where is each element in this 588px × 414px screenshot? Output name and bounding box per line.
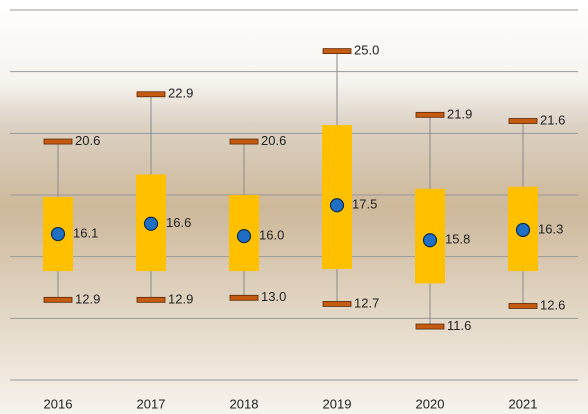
mean-dot bbox=[145, 217, 158, 230]
min-label: 11.6 bbox=[447, 318, 471, 333]
min-cap bbox=[137, 297, 165, 302]
max-label: 25.0 bbox=[354, 43, 379, 58]
mean-dot bbox=[52, 228, 65, 241]
min-cap bbox=[323, 301, 351, 306]
x-tick-label: 2019 bbox=[323, 396, 352, 411]
min-label: 12.9 bbox=[75, 291, 100, 306]
min-cap bbox=[416, 324, 444, 329]
mean-label: 15.8 bbox=[445, 232, 470, 247]
x-tick-label: 2018 bbox=[230, 396, 259, 411]
x-tick-label: 2016 bbox=[44, 396, 73, 411]
mean-label: 16.6 bbox=[166, 215, 191, 230]
max-label: 22.9 bbox=[168, 86, 193, 101]
max-cap bbox=[230, 139, 258, 144]
min-label: 12.7 bbox=[354, 295, 379, 310]
min-cap bbox=[509, 304, 537, 309]
max-label: 20.6 bbox=[261, 133, 286, 148]
background bbox=[0, 0, 588, 414]
x-tick-label: 2021 bbox=[509, 396, 538, 411]
max-label: 21.9 bbox=[447, 106, 472, 121]
max-cap bbox=[137, 92, 165, 97]
mean-label: 16.0 bbox=[259, 228, 284, 243]
mean-label: 16.1 bbox=[73, 225, 98, 240]
chart: 2016 20.6 12.9 16.1 2017 22.9 12.9 16.6 2018 20.6… bbox=[0, 0, 588, 414]
mean-label: 16.3 bbox=[538, 221, 563, 236]
min-label: 13.0 bbox=[261, 289, 286, 304]
min-label: 12.9 bbox=[168, 291, 193, 306]
mean-dot bbox=[331, 199, 344, 212]
max-label: 20.6 bbox=[75, 133, 100, 148]
x-tick-label: 2020 bbox=[416, 396, 445, 411]
min-cap bbox=[230, 295, 258, 300]
max-cap bbox=[323, 49, 351, 54]
max-cap bbox=[416, 112, 444, 117]
max-cap bbox=[44, 139, 72, 144]
max-label: 21.6 bbox=[540, 112, 565, 127]
box bbox=[322, 125, 352, 269]
max-cap bbox=[509, 119, 537, 124]
mean-dot bbox=[238, 230, 251, 243]
mean-dot bbox=[424, 234, 437, 247]
min-label: 12.6 bbox=[540, 297, 565, 312]
min-cap bbox=[44, 297, 72, 302]
mean-dot bbox=[517, 223, 530, 236]
x-tick-label: 2017 bbox=[137, 396, 166, 411]
mean-label: 17.5 bbox=[352, 197, 377, 212]
